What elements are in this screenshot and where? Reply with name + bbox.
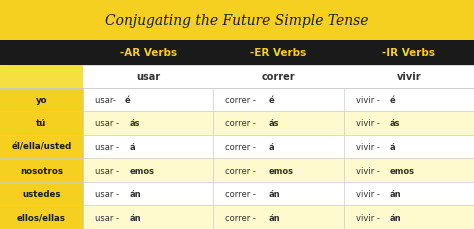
Text: usar -: usar - bbox=[95, 119, 121, 128]
Bar bbox=[344, 135, 474, 158]
Text: correr -: correr - bbox=[225, 119, 259, 128]
Text: án: án bbox=[268, 189, 280, 198]
Text: emos: emos bbox=[268, 166, 293, 175]
Text: Conjugating the Future Simple Tense: Conjugating the Future Simple Tense bbox=[105, 14, 369, 27]
Bar bbox=[344, 65, 474, 88]
Text: ás: ás bbox=[129, 119, 140, 128]
Text: án: án bbox=[129, 189, 141, 198]
Text: tú: tú bbox=[36, 119, 46, 128]
Bar bbox=[213, 206, 344, 229]
Text: án: án bbox=[268, 213, 280, 222]
Text: -IR Verbs: -IR Verbs bbox=[383, 48, 435, 58]
Bar bbox=[344, 182, 474, 206]
Bar bbox=[83, 88, 213, 112]
Text: vivir -: vivir - bbox=[356, 142, 382, 151]
Text: ás: ás bbox=[390, 119, 400, 128]
Text: nosotros: nosotros bbox=[20, 166, 63, 175]
Text: ellos/ellas: ellos/ellas bbox=[17, 213, 66, 222]
Text: yo: yo bbox=[36, 95, 47, 104]
Text: correr -: correr - bbox=[225, 142, 259, 151]
Bar bbox=[344, 158, 474, 182]
Bar bbox=[0, 41, 474, 65]
Bar bbox=[83, 135, 213, 158]
Text: usar -: usar - bbox=[95, 142, 121, 151]
Text: án: án bbox=[390, 213, 401, 222]
Text: correr -: correr - bbox=[225, 189, 259, 198]
Bar bbox=[0, 0, 474, 41]
Bar bbox=[344, 88, 474, 112]
Bar bbox=[213, 182, 344, 206]
Text: usar: usar bbox=[136, 72, 160, 82]
Bar bbox=[0, 206, 83, 229]
Bar bbox=[0, 88, 83, 112]
Text: usar -: usar - bbox=[95, 189, 121, 198]
Bar bbox=[213, 65, 344, 88]
Bar bbox=[213, 135, 344, 158]
Bar bbox=[83, 182, 213, 206]
Bar bbox=[83, 112, 213, 135]
Bar bbox=[0, 65, 474, 88]
Text: él/ella/usted: él/ella/usted bbox=[11, 142, 72, 151]
Text: emos: emos bbox=[129, 166, 154, 175]
Text: vivir -: vivir - bbox=[356, 166, 382, 175]
Bar bbox=[344, 206, 474, 229]
Text: vivir -: vivir - bbox=[356, 213, 382, 222]
Text: emos: emos bbox=[390, 166, 415, 175]
Text: án: án bbox=[129, 213, 141, 222]
Text: á: á bbox=[129, 142, 135, 151]
Bar bbox=[0, 112, 83, 135]
Bar bbox=[83, 65, 213, 88]
Bar bbox=[0, 135, 83, 158]
Text: é: é bbox=[390, 95, 395, 104]
Bar bbox=[213, 88, 344, 112]
Bar bbox=[0, 158, 83, 182]
Text: usar-: usar- bbox=[95, 95, 118, 104]
Text: ustedes: ustedes bbox=[22, 189, 61, 198]
Text: á: á bbox=[268, 142, 274, 151]
Bar bbox=[213, 112, 344, 135]
Text: correr -: correr - bbox=[225, 166, 259, 175]
Text: vivir -: vivir - bbox=[356, 189, 382, 198]
Text: á: á bbox=[390, 142, 395, 151]
Text: correr -: correr - bbox=[225, 95, 259, 104]
Text: usar -: usar - bbox=[95, 213, 121, 222]
Text: vivir -: vivir - bbox=[356, 95, 382, 104]
Text: correr: correr bbox=[262, 72, 295, 82]
Bar bbox=[83, 206, 213, 229]
Bar bbox=[213, 158, 344, 182]
Text: vivir -: vivir - bbox=[356, 119, 382, 128]
Text: ás: ás bbox=[268, 119, 279, 128]
Bar bbox=[83, 158, 213, 182]
Text: án: án bbox=[390, 189, 401, 198]
Text: -AR Verbs: -AR Verbs bbox=[119, 48, 177, 58]
Text: -ER Verbs: -ER Verbs bbox=[250, 48, 307, 58]
Bar bbox=[344, 112, 474, 135]
Text: usar -: usar - bbox=[95, 166, 121, 175]
Text: é: é bbox=[125, 95, 131, 104]
Text: correr -: correr - bbox=[225, 213, 259, 222]
Text: vivir: vivir bbox=[397, 72, 421, 82]
Bar bbox=[0, 182, 83, 206]
Text: é: é bbox=[268, 95, 274, 104]
